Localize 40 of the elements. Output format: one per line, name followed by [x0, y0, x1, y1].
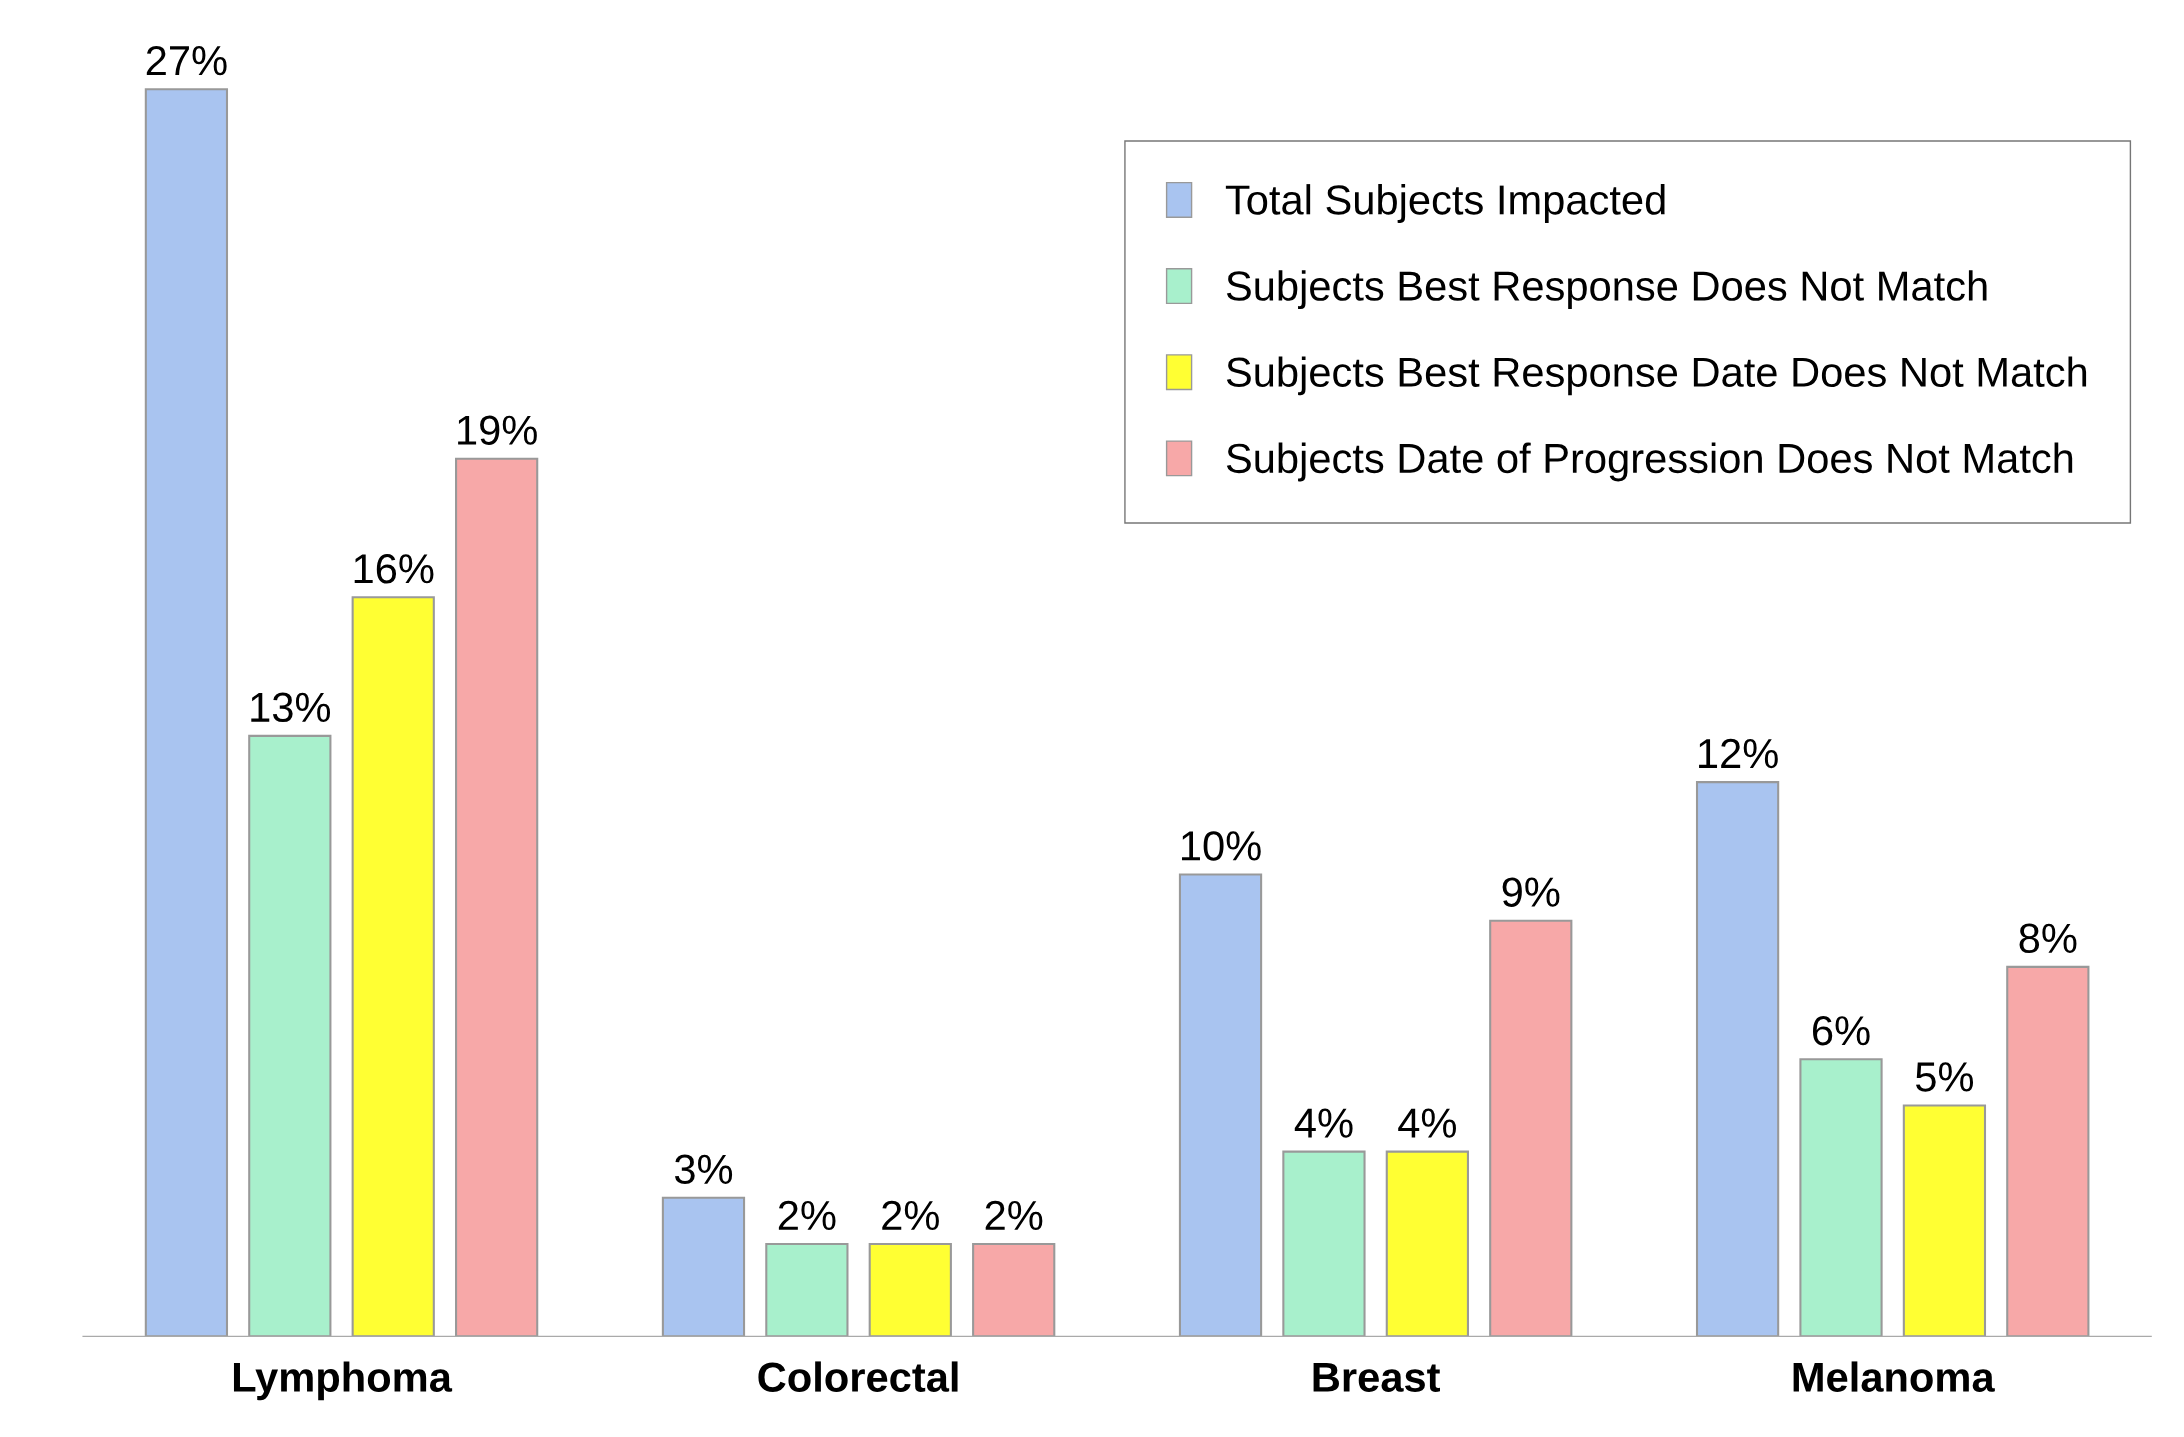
legend-label: Subjects Best Response Date Does Not Match — [1226, 356, 2087, 396]
bar — [351, 596, 435, 1337]
data-label: 2% — [778, 1200, 836, 1231]
data-label: 3% — [674, 1154, 733, 1185]
data-label: 16% — [354, 554, 434, 584]
data-label: 4% — [1398, 1108, 1456, 1138]
data-label: 8% — [2019, 923, 2077, 954]
x-tick-label: Melanoma — [1793, 1361, 1995, 1393]
bar — [972, 1242, 1056, 1337]
bar — [1282, 1150, 1366, 1337]
bar — [144, 88, 229, 1337]
bar — [1178, 873, 1263, 1337]
data-label: 13% — [251, 692, 331, 723]
data-label: 5% — [1915, 1062, 1974, 1092]
data-label: 27% — [146, 45, 227, 76]
data-label: 4% — [1294, 1108, 1353, 1138]
data-label: 9% — [1502, 877, 1560, 907]
bar — [868, 1242, 952, 1337]
bar — [1695, 781, 1780, 1337]
legend-label: Total Subjects Impacted — [1225, 184, 1665, 223]
data-label: 2% — [985, 1200, 1043, 1231]
x-tick-label: Lymphoma — [233, 1361, 453, 1401]
bar — [1902, 1104, 1987, 1337]
bar — [2006, 965, 2090, 1337]
bar — [455, 457, 539, 1337]
data-label: 2% — [882, 1200, 939, 1231]
bar — [765, 1242, 849, 1337]
bar — [1385, 1150, 1469, 1337]
legend-label: Subjects Date of Progression Does Not Match — [1226, 442, 2073, 482]
bar — [1799, 1058, 1883, 1337]
bar — [248, 734, 332, 1337]
bar — [1489, 919, 1573, 1337]
data-label: 6% — [1813, 1015, 1870, 1046]
data-label: 10% — [1182, 831, 1261, 861]
x-tick-label: Colorectal — [758, 1361, 958, 1393]
x-tick-label: Breast — [1313, 1362, 1440, 1393]
legend-label: Subjects Best Response Does Not Match — [1226, 270, 1987, 310]
bar — [661, 1196, 746, 1337]
data-label: 12% — [1699, 738, 1778, 769]
data-label: 19% — [458, 415, 537, 445]
